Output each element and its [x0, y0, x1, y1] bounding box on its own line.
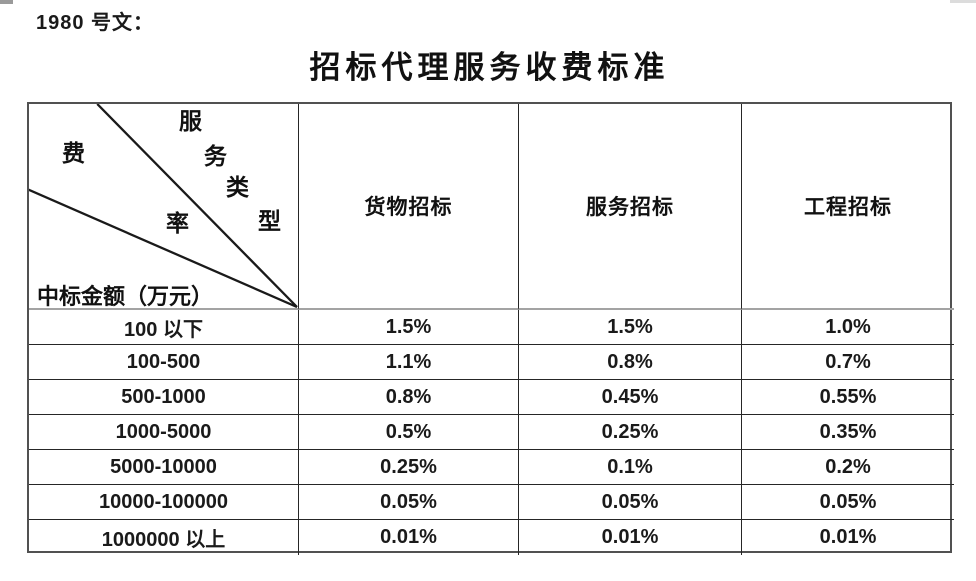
fee-rate-cell: 0.8% [299, 380, 519, 415]
column-header-engineering-bidding: 工程招标 [742, 104, 954, 310]
fee-rate-cell: 0.25% [299, 450, 519, 485]
fee-rate-cell: 0.8% [519, 345, 742, 380]
fee-rate-cell: 0.35% [742, 415, 954, 450]
fee-rate-cell: 0.5% [299, 415, 519, 450]
row-label: 1000-5000 [29, 415, 299, 450]
fee-rate-cell: 0.1% [519, 450, 742, 485]
diagonal-header-cell: 服 务 类 型 费 率 中标金额（万元） [29, 104, 299, 310]
row-label: 500-1000 [29, 380, 299, 415]
fee-rate-cell: 0.01% [519, 520, 742, 555]
row-label: 100 以下 [29, 310, 299, 345]
row-label: 100-500 [29, 345, 299, 380]
corner-label-fee-rate-char: 率 [166, 211, 189, 236]
fee-rate-cell: 0.01% [299, 520, 519, 555]
fee-standard-table: 服 务 类 型 费 率 中标金额（万元） 货物招标 服务招标 工程招标 100 … [27, 102, 954, 555]
corner-label-service-type-char: 型 [258, 209, 281, 234]
screen-corner-artifact-left [0, 0, 13, 4]
fee-rate-cell: 1.5% [519, 310, 742, 345]
fee-rate-cell: 0.7% [742, 345, 954, 380]
diagonal-divider-lines [29, 104, 298, 308]
screen-corner-artifact-right [950, 0, 976, 3]
corner-label-service-type-char: 服 [179, 109, 202, 134]
fee-rate-cell: 0.05% [519, 485, 742, 520]
fee-rate-cell: 0.05% [742, 485, 954, 520]
column-header-service-bidding: 服务招标 [519, 104, 742, 310]
column-header-goods-bidding: 货物招标 [299, 104, 519, 310]
row-label: 1000000 以上 [29, 520, 299, 555]
fee-rate-cell: 0.55% [742, 380, 954, 415]
fee-rate-cell: 1.1% [299, 345, 519, 380]
page-title: 招标代理服务收费标准 [309, 50, 670, 85]
fee-rate-cell: 0.01% [819, 526, 877, 548]
corner-label-service-type-char: 类 [226, 175, 249, 200]
corner-label-fee-rate-char: 费 [62, 141, 85, 166]
row-label: 5000-10000 [29, 450, 299, 485]
document-number-label: 1980 号文： [36, 12, 155, 34]
corner-label-bid-amount: 中标金额（万元） [37, 284, 214, 309]
row-label: 10000-100000 [29, 485, 299, 520]
fee-rate-cell: 1.0% [742, 310, 954, 345]
corner-label-service-type-char: 务 [204, 144, 227, 169]
fee-rate-cell: 0.25% [519, 415, 742, 450]
fee-rate-cell: 0.45% [519, 380, 742, 415]
fee-rate-cell: 0.05% [299, 485, 519, 520]
fee-rate-cell: 1.5% [299, 310, 519, 345]
fee-rate-cell: 0.2% [742, 450, 954, 485]
